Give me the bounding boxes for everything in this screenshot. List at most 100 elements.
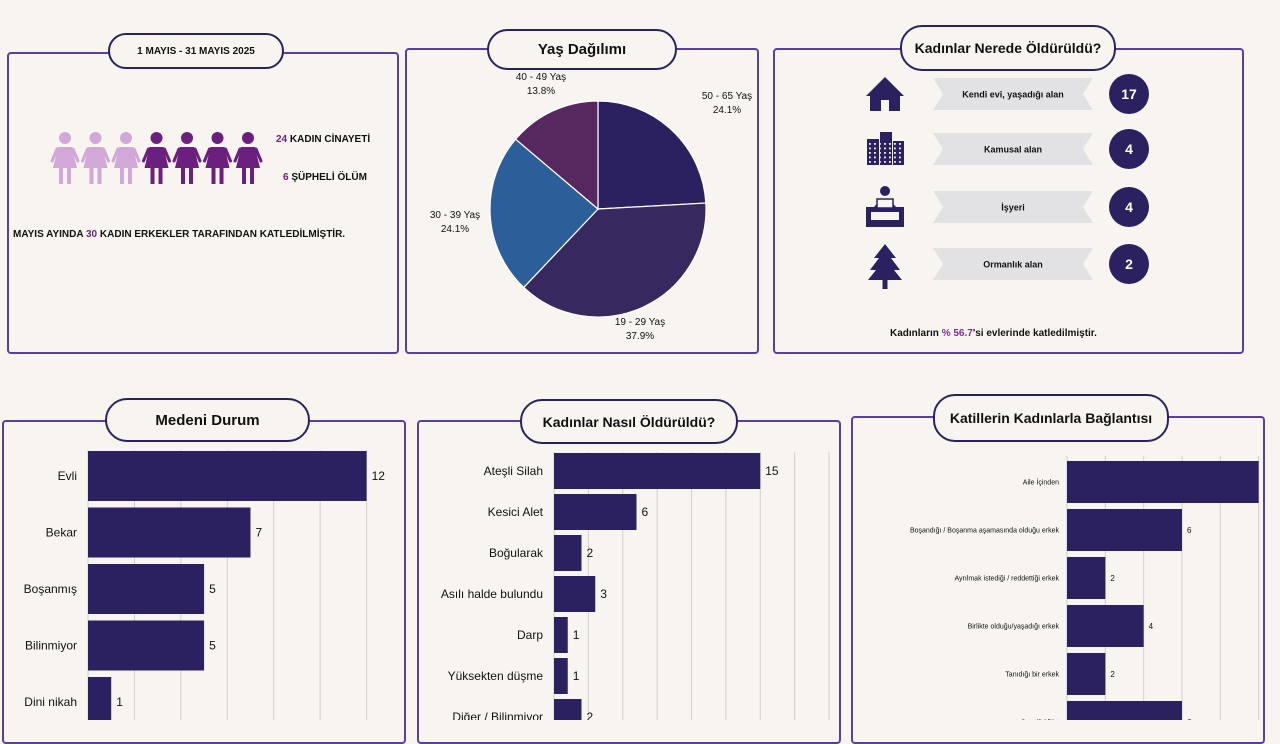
value-label: 12: [372, 469, 386, 483]
woman-figure-icon: [111, 132, 141, 184]
relation-title-pill: Katillerin Kadınlarla Bağlantısı: [933, 394, 1169, 442]
value-label: 2: [1110, 574, 1115, 583]
bar: [1067, 605, 1144, 647]
value-label: 4: [1149, 622, 1154, 631]
value-label: 6: [642, 505, 649, 519]
category-label: Darp: [517, 628, 543, 642]
bar: [554, 535, 582, 571]
summary-footer-suffix: KADIN ERKEKLER TARAFINDAN KATLEDİLMİŞTİR…: [99, 229, 346, 240]
woman-figure-icon: [233, 132, 263, 184]
bar: [88, 507, 251, 558]
bar: [554, 453, 761, 489]
buildings-icon: [867, 132, 904, 165]
woman-figures: [50, 132, 263, 184]
murder-count: 24: [276, 134, 288, 145]
place-count-badge: [1109, 129, 1149, 169]
summary-footer-count: 30: [86, 229, 98, 240]
bar: [88, 451, 367, 501]
value-label: 3: [600, 587, 607, 601]
bar: [1067, 557, 1106, 599]
age-distribution-title: Yaş Dağılımı: [537, 41, 627, 58]
pie-slice: [597, 100, 707, 210]
relation-bar-chart: Aile İçinden10Boşandığı / Boşanma aşamas…: [910, 456, 1260, 720]
pie-slice-label: 40 - 49 Yaş: [516, 72, 566, 83]
category-label: Kesici Alet: [488, 505, 544, 519]
summary-panel: [7, 52, 399, 354]
category-label: Ateşli Silah: [484, 464, 543, 478]
pie-slice-label: 30 - 39 Yaş: [430, 210, 480, 221]
marital-bar-chart: Evli 12 Bekar 7 Boşanmış 5 Bilinmiyor 5 Dini nik…: [24, 450, 386, 720]
place-label-ribbon: [933, 248, 1093, 280]
place-count: 4: [1125, 141, 1133, 157]
summary-footer: MAYIS AYINDA 30 KADIN ERKEKLER TARAFINDA…: [13, 229, 345, 240]
woman-figure-icon: [142, 132, 171, 184]
value-label: 2: [1110, 670, 1115, 679]
relation-title: Katillerin Kadınlarla Bağlantısı: [949, 410, 1153, 426]
category-label: Boşandığı / Boşanma aşamasında olduğu er…: [910, 527, 1060, 534]
summary-footer-prefix: MAYIS AYINDA: [13, 229, 84, 240]
places-title-pill: Kadınlar Nerede Öldürüldü?: [900, 25, 1116, 71]
category-label: Bilinmiyor: [25, 639, 77, 653]
woman-figure-icon: [172, 132, 202, 184]
method-title: Kadınlar Nasıl Öldürüldü?: [542, 413, 716, 430]
pie-slice-percent: 24.1%: [441, 224, 469, 235]
category-label: Evli: [58, 469, 77, 483]
places-footer: Kadınların % 56.7'si evlerinde katledilm…: [890, 328, 1097, 339]
bar: [554, 617, 568, 653]
murder-label: KADIN CİNAYETİ: [289, 134, 371, 145]
category-label: Yüksekten düşme: [448, 669, 544, 683]
bar: [554, 576, 596, 612]
method-title-pill: Kadınlar Nasıl Öldürüldü?: [520, 399, 738, 444]
bar: [554, 699, 582, 720]
marital-title-pill: Medeni Durum: [105, 398, 310, 442]
murder-count-line: 24 KADIN CİNAYETİ: [276, 134, 370, 145]
age-pie-chart: 50 - 65 Yaş 24.1% 19 - 29 Yaş 37.9% 30 - 39 …: [430, 72, 752, 342]
place-count: 2: [1125, 256, 1133, 272]
place-row: İşyeri 4: [866, 186, 1149, 227]
value-label: 6: [1187, 718, 1192, 720]
places-footer-highlight: % 56.7: [941, 328, 973, 339]
pie-slice-percent: 24.1%: [713, 105, 741, 116]
woman-figure-icon: [81, 132, 110, 184]
place-count-badge: [1109, 74, 1149, 114]
place-label-ribbon: [933, 78, 1093, 110]
place-label: Kamusal alan: [984, 145, 1042, 155]
suspicious-count-line: 6 ŞÜPHELİ ÖLÜM: [283, 172, 367, 183]
bar: [554, 494, 637, 530]
suspicious-count: 6: [283, 172, 289, 183]
category-label: Aile İçinden: [1023, 477, 1059, 486]
category-label: Dini nikah: [24, 695, 77, 709]
woman-figure-icon: [203, 132, 232, 184]
value-label: 2: [587, 546, 594, 560]
place-label: İşyeri: [1001, 203, 1025, 213]
pie-slice: [522, 202, 707, 318]
place-label-ribbon: [933, 133, 1093, 165]
pie-slice: [489, 138, 599, 289]
place-count: 4: [1125, 199, 1133, 215]
category-label: Bekar: [46, 526, 77, 540]
value-label: 1: [573, 669, 580, 683]
value-label: 2: [587, 710, 594, 720]
method-bar-chart: Ateşli Silah 15 Kesici Alet 6 Boğularak 2 Asıl…: [441, 452, 830, 720]
places-list: Kendi evi, yaşadığı alan 17 Kamusal alan 4 İ…: [773, 48, 1240, 350]
category-label: Ayrılmak istediği / reddettiği erkek: [954, 575, 1059, 582]
house-icon: [866, 77, 904, 111]
date-range-label: 1 MAYIS - 31 MAYIS 2025: [137, 45, 255, 57]
value-label: 1: [116, 695, 123, 709]
date-range-pill: 1 MAYIS - 31 MAYIS 2025: [108, 33, 284, 69]
place-label: Kendi evi, yaşadığı alan: [962, 90, 1064, 100]
place-label-ribbon: [933, 191, 1093, 223]
marital-title: Medeni Durum: [155, 411, 260, 429]
category-label: Boğularak: [489, 546, 544, 560]
places-footer-prefix: Kadınların: [890, 328, 939, 339]
pie-slice-percent: 37.9%: [626, 331, 654, 342]
value-label: 5: [209, 639, 216, 653]
value-label: 1: [573, 628, 580, 642]
bar: [1067, 701, 1182, 720]
value-label: 7: [256, 526, 263, 540]
suspicious-label: ŞÜPHELİ ÖLÜM: [291, 172, 367, 183]
bar: [88, 564, 205, 614]
bar: [88, 620, 205, 671]
bar: [554, 658, 568, 694]
value-label: 5: [209, 582, 216, 596]
